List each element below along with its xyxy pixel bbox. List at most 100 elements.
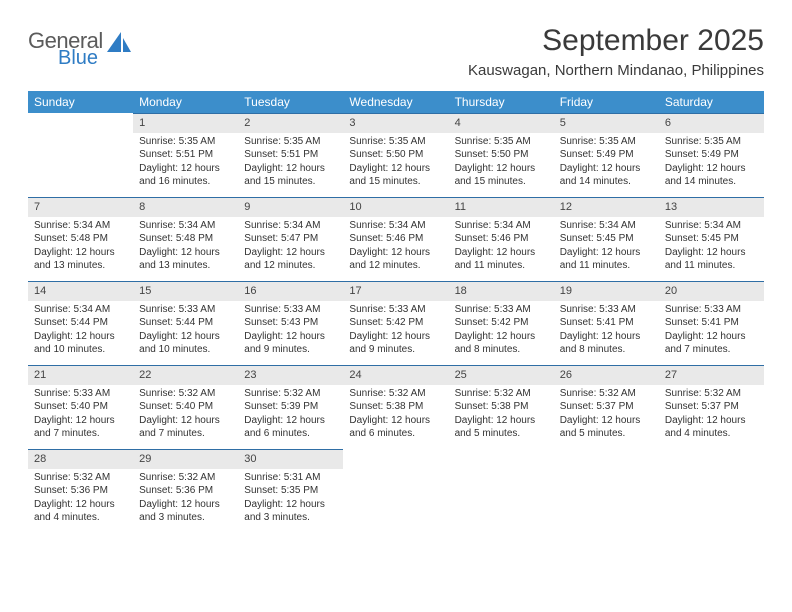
calendar-day-cell: 19Sunrise: 5:33 AMSunset: 5:41 PMDayligh… — [554, 281, 659, 365]
day-info-line: and 7 minutes. — [665, 343, 758, 357]
day-info-line: and 9 minutes. — [349, 343, 442, 357]
day-info-line: and 16 minutes. — [139, 175, 232, 189]
day-body: Sunrise: 5:35 AMSunset: 5:49 PMDaylight:… — [659, 133, 764, 193]
day-info-line: Daylight: 12 hours — [349, 330, 442, 344]
day-info-line: Sunset: 5:50 PM — [455, 148, 548, 162]
day-info-line: Sunset: 5:35 PM — [244, 484, 337, 498]
day-info-line: Sunset: 5:42 PM — [349, 316, 442, 330]
day-info-line: Sunrise: 5:31 AM — [244, 471, 337, 485]
day-info-line: Sunrise: 5:32 AM — [560, 387, 653, 401]
calendar-day-cell: 30Sunrise: 5:31 AMSunset: 5:35 PMDayligh… — [238, 449, 343, 533]
calendar-day-cell: 1Sunrise: 5:35 AMSunset: 5:51 PMDaylight… — [133, 113, 238, 197]
logo: General Blue — [28, 30, 75, 68]
day-number: 12 — [554, 197, 659, 217]
day-info-line: Daylight: 12 hours — [139, 330, 232, 344]
day-number: 28 — [28, 449, 133, 469]
day-info-line: Sunrise: 5:33 AM — [349, 303, 442, 317]
calendar-day-cell: 25Sunrise: 5:32 AMSunset: 5:38 PMDayligh… — [449, 365, 554, 449]
day-info-line: and 8 minutes. — [455, 343, 548, 357]
day-info-line: Daylight: 12 hours — [560, 330, 653, 344]
weekday-header: Friday — [554, 91, 659, 113]
day-info-line: and 11 minutes. — [455, 259, 548, 273]
day-info-line: Sunrise: 5:32 AM — [244, 387, 337, 401]
day-info-line: Sunset: 5:37 PM — [665, 400, 758, 414]
day-info-line: Sunrise: 5:34 AM — [244, 219, 337, 233]
day-info-line: Sunset: 5:47 PM — [244, 232, 337, 246]
weekday-header: Saturday — [659, 91, 764, 113]
day-info-line: and 12 minutes. — [349, 259, 442, 273]
day-info-line: Sunrise: 5:32 AM — [455, 387, 548, 401]
day-info-line: Sunset: 5:48 PM — [34, 232, 127, 246]
day-body: Sunrise: 5:33 AMSunset: 5:42 PMDaylight:… — [449, 301, 554, 361]
location-subtitle: Kauswagan, Northern Mindanao, Philippine… — [468, 62, 764, 79]
day-info-line: and 6 minutes. — [349, 427, 442, 441]
day-number: 19 — [554, 281, 659, 301]
day-info-line: Daylight: 12 hours — [349, 414, 442, 428]
day-info-line: and 14 minutes. — [665, 175, 758, 189]
day-info-line: and 14 minutes. — [560, 175, 653, 189]
day-info-line: Sunset: 5:37 PM — [560, 400, 653, 414]
day-info-line: Sunset: 5:49 PM — [665, 148, 758, 162]
day-info-line: Sunrise: 5:32 AM — [34, 471, 127, 485]
day-info-line: Daylight: 12 hours — [34, 330, 127, 344]
day-info-line: Daylight: 12 hours — [665, 246, 758, 260]
logo-text-blue: Blue — [58, 48, 103, 68]
weekday-header: Wednesday — [343, 91, 448, 113]
calendar-week-row: 7Sunrise: 5:34 AMSunset: 5:48 PMDaylight… — [28, 197, 764, 281]
day-number: 25 — [449, 365, 554, 385]
weekday-header: Tuesday — [238, 91, 343, 113]
day-info-line: Sunset: 5:46 PM — [455, 232, 548, 246]
day-info-line: Daylight: 12 hours — [455, 414, 548, 428]
day-info-line: Daylight: 12 hours — [455, 246, 548, 260]
calendar-day-cell: 4Sunrise: 5:35 AMSunset: 5:50 PMDaylight… — [449, 113, 554, 197]
day-info-line: Sunset: 5:41 PM — [560, 316, 653, 330]
day-number: 5 — [554, 113, 659, 133]
day-number: 9 — [238, 197, 343, 217]
weekday-header: Monday — [133, 91, 238, 113]
day-body: Sunrise: 5:32 AMSunset: 5:38 PMDaylight:… — [449, 385, 554, 445]
calendar-day-cell — [28, 113, 133, 197]
day-info-line: Daylight: 12 hours — [244, 330, 337, 344]
day-info-line: Sunset: 5:51 PM — [244, 148, 337, 162]
day-body: Sunrise: 5:32 AMSunset: 5:37 PMDaylight:… — [554, 385, 659, 445]
header-row: General Blue September 2025 Kauswagan, N… — [28, 24, 764, 79]
day-body: Sunrise: 5:33 AMSunset: 5:44 PMDaylight:… — [133, 301, 238, 361]
day-info-line: Daylight: 12 hours — [665, 162, 758, 176]
day-info-line: Sunrise: 5:33 AM — [244, 303, 337, 317]
calendar-day-cell — [554, 449, 659, 533]
weekday-header-row: Sunday Monday Tuesday Wednesday Thursday… — [28, 91, 764, 113]
calendar-day-cell: 23Sunrise: 5:32 AMSunset: 5:39 PMDayligh… — [238, 365, 343, 449]
day-body: Sunrise: 5:34 AMSunset: 5:48 PMDaylight:… — [28, 217, 133, 277]
day-info-line: Sunrise: 5:35 AM — [665, 135, 758, 149]
day-number: 29 — [133, 449, 238, 469]
day-info-line: Sunset: 5:38 PM — [349, 400, 442, 414]
day-info-line: and 15 minutes. — [455, 175, 548, 189]
day-info-line: Sunrise: 5:35 AM — [244, 135, 337, 149]
logo-sail-icon — [107, 32, 133, 54]
calendar-day-cell — [449, 449, 554, 533]
calendar-day-cell: 15Sunrise: 5:33 AMSunset: 5:44 PMDayligh… — [133, 281, 238, 365]
day-info-line: and 10 minutes. — [34, 343, 127, 357]
day-body: Sunrise: 5:35 AMSunset: 5:51 PMDaylight:… — [133, 133, 238, 193]
day-number: 24 — [343, 365, 448, 385]
day-info-line: Daylight: 12 hours — [560, 162, 653, 176]
day-info-line: Daylight: 12 hours — [244, 246, 337, 260]
calendar-day-cell: 10Sunrise: 5:34 AMSunset: 5:46 PMDayligh… — [343, 197, 448, 281]
day-info-line: Sunrise: 5:34 AM — [34, 219, 127, 233]
day-info-line: Sunset: 5:44 PM — [139, 316, 232, 330]
day-info-line: Sunrise: 5:35 AM — [139, 135, 232, 149]
day-info-line: and 3 minutes. — [139, 511, 232, 525]
day-body: Sunrise: 5:33 AMSunset: 5:40 PMDaylight:… — [28, 385, 133, 445]
day-info-line: Sunset: 5:36 PM — [34, 484, 127, 498]
day-info-line: Daylight: 12 hours — [139, 162, 232, 176]
day-info-line: and 11 minutes. — [560, 259, 653, 273]
day-number: 16 — [238, 281, 343, 301]
day-number: 27 — [659, 365, 764, 385]
day-info-line: and 13 minutes. — [34, 259, 127, 273]
day-info-line: Daylight: 12 hours — [244, 414, 337, 428]
day-body: Sunrise: 5:33 AMSunset: 5:43 PMDaylight:… — [238, 301, 343, 361]
day-body: Sunrise: 5:32 AMSunset: 5:39 PMDaylight:… — [238, 385, 343, 445]
day-body: Sunrise: 5:34 AMSunset: 5:44 PMDaylight:… — [28, 301, 133, 361]
calendar-week-row: 28Sunrise: 5:32 AMSunset: 5:36 PMDayligh… — [28, 449, 764, 533]
day-info-line: Sunrise: 5:34 AM — [349, 219, 442, 233]
